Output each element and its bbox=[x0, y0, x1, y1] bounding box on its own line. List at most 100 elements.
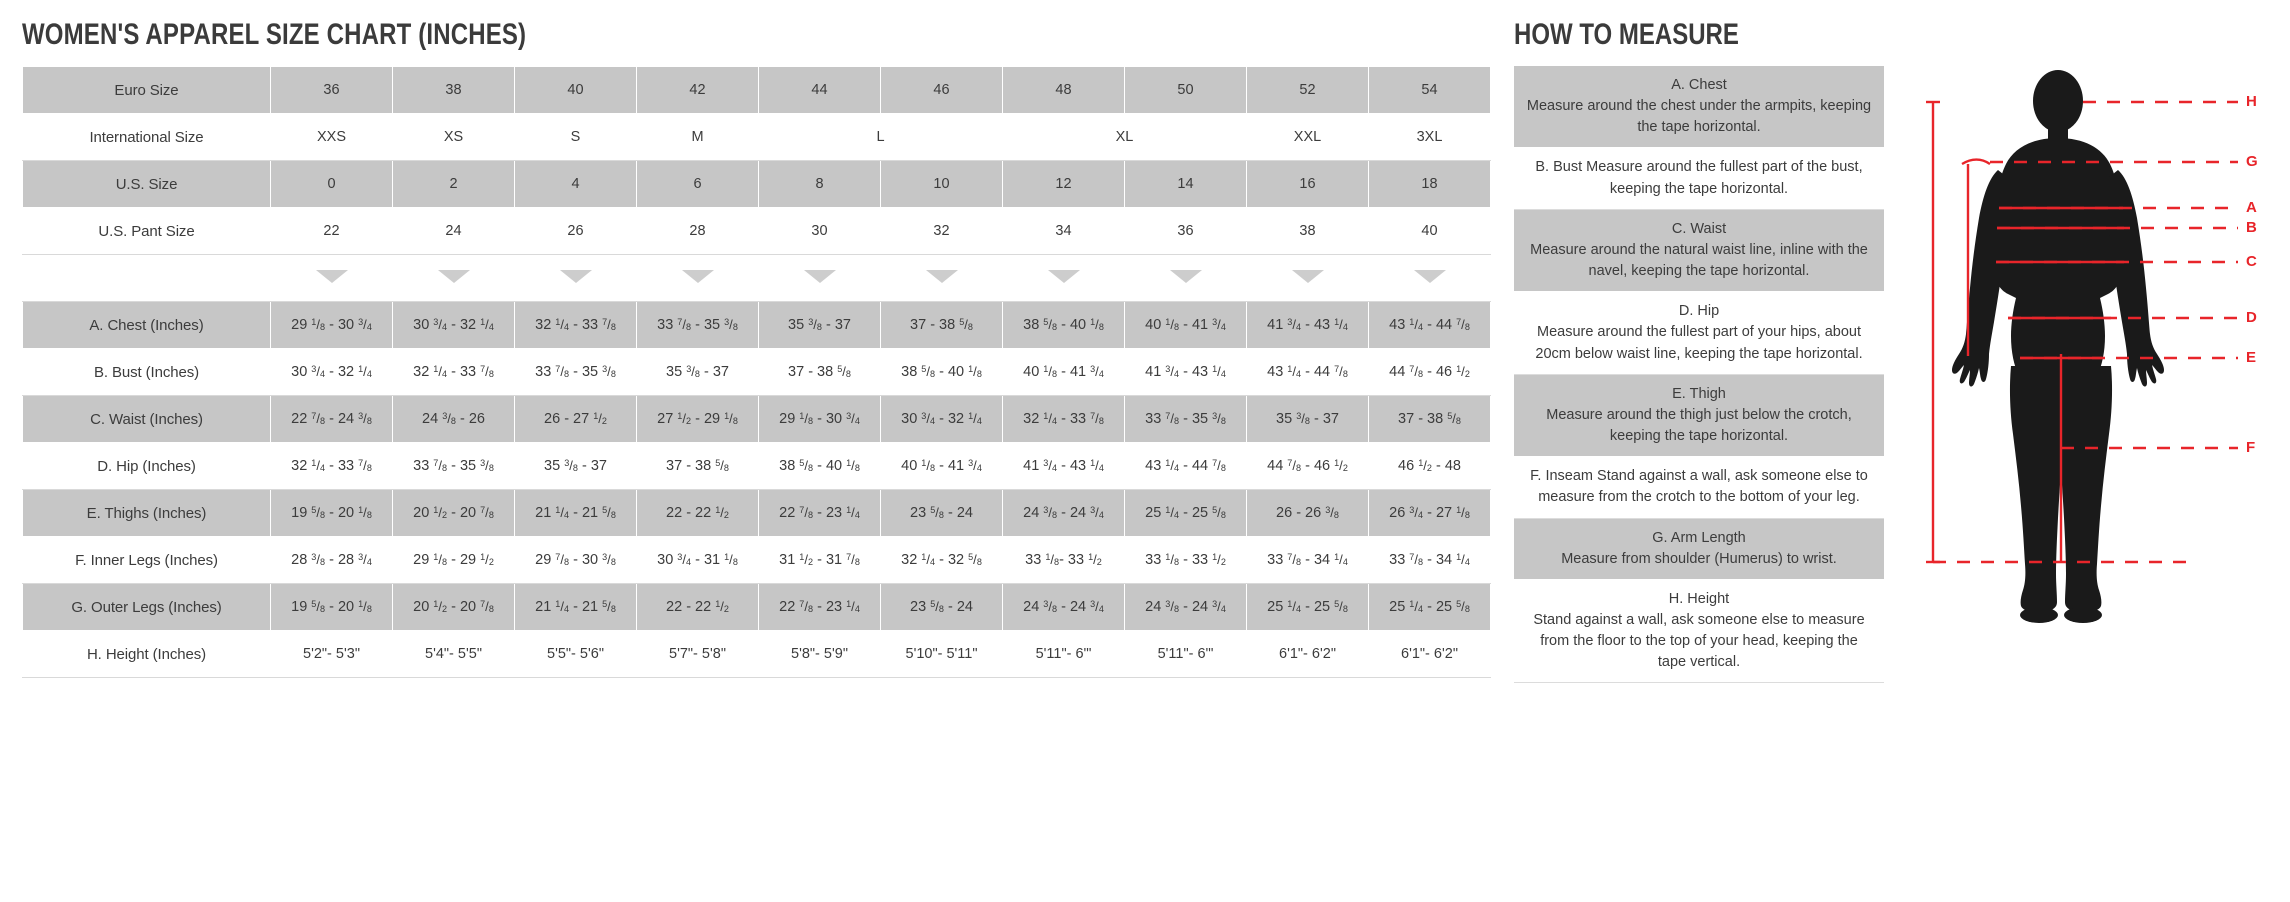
table-cell: 5'2"- 5'3" bbox=[270, 630, 393, 678]
table-cell: 2 bbox=[392, 160, 515, 208]
table-cell: 38 bbox=[392, 66, 515, 114]
chevron-down-icon bbox=[1413, 269, 1446, 283]
table-cell: 21 1/4 - 21 5/8 bbox=[514, 583, 637, 631]
table-row: H. Height (Inches) 5'2"- 5'3" 5'4"- 5'5" 5'… bbox=[22, 630, 1491, 678]
size-marker-triangle bbox=[1368, 254, 1491, 302]
size-marker-triangle bbox=[1124, 254, 1247, 302]
table-cell: 23 5/8 - 24 bbox=[880, 583, 1003, 631]
table-cell: 27 1/2 - 29 1/8 bbox=[636, 395, 759, 443]
table-cell: 37 - 38 5/8 bbox=[1368, 395, 1491, 443]
table-cell: 6'1"- 6'2" bbox=[1368, 630, 1491, 678]
table-cell: 29 1/8 - 30 3/4 bbox=[270, 301, 393, 349]
table-row: F. Inner Legs (Inches) 28 3/8 - 28 3/4 29 … bbox=[22, 536, 1491, 584]
measure-instruction-heading: D. Hip bbox=[1678, 303, 1720, 320]
table-cell: 30 3/4 - 32 1/4 bbox=[392, 301, 515, 349]
how-to-measure-pane: HOW TO MEASURE A. Chest Measure around th… bbox=[1500, 0, 2290, 902]
chevron-down-icon bbox=[1291, 269, 1324, 283]
table-cell: 25 1/4 - 25 5/8 bbox=[1124, 489, 1247, 537]
table-row: B. Bust (Inches) 30 3/4 - 32 1/4 32 1/4 - … bbox=[22, 348, 1491, 396]
row-label bbox=[22, 254, 271, 302]
table-cell: 33 7/8 - 34 1/4 bbox=[1246, 536, 1369, 584]
table-cell: 41 3/4 - 43 1/4 bbox=[1002, 442, 1125, 490]
table-row: International Size XXS XS S M L XL XXL 3XL bbox=[22, 113, 1491, 161]
measure-instruction-text: F. Inseam Stand against a wall, ask some… bbox=[1530, 468, 1868, 506]
table-cell: 19 5/8 - 20 1/8 bbox=[270, 489, 393, 537]
table-cell: 35 3/8 - 37 bbox=[514, 442, 637, 490]
table-cell: 37 - 38 5/8 bbox=[636, 442, 759, 490]
table-cell: 24 3/8 - 24 3/4 bbox=[1002, 489, 1125, 537]
table-row: Euro Size 36 38 40 42 44 46 48 50 52 54 bbox=[22, 66, 1491, 114]
table-cell: 26 - 27 1/2 bbox=[514, 395, 637, 443]
table-cell: XXS bbox=[270, 113, 393, 161]
figure-label-c: C bbox=[2246, 253, 2257, 270]
table-cell: 40 1/8 - 41 3/4 bbox=[1002, 348, 1125, 396]
table-cell: 38 bbox=[1246, 207, 1369, 255]
table-cell: 41 3/4 - 43 1/4 bbox=[1246, 301, 1369, 349]
size-marker-triangle bbox=[636, 254, 759, 302]
table-cell: 10 bbox=[880, 160, 1003, 208]
table-cell: 41 3/4 - 43 1/4 bbox=[1124, 348, 1247, 396]
table-cell: 24 3/8 - 24 3/4 bbox=[1124, 583, 1247, 631]
table-cell: XS bbox=[392, 113, 515, 161]
table-row: A. Chest (Inches) 29 1/8 - 30 3/4 30 3/4 -… bbox=[22, 301, 1491, 349]
table-cell: 32 1/4 - 32 5/8 bbox=[880, 536, 1003, 584]
table-row: U.S. Size 0 2 4 6 8 10 12 14 16 18 bbox=[22, 160, 1491, 208]
measure-instruction-text: Measure around the thigh just below the … bbox=[1546, 406, 1852, 445]
figure-label-a: A bbox=[2246, 199, 2257, 216]
row-label: C. Waist (Inches) bbox=[22, 395, 271, 443]
size-chart-pane: WOMEN'S APPAREL SIZE CHART (INCHES) Euro… bbox=[22, 18, 1491, 678]
how-to-measure-title: HOW TO MEASURE bbox=[1514, 18, 1739, 51]
table-cell: XXL bbox=[1246, 113, 1369, 161]
table-cell: 35 3/8 - 37 bbox=[758, 301, 881, 349]
table-cell: 5'7"- 5'8" bbox=[636, 630, 759, 678]
table-row: D. Hip (Inches) 32 1/4 - 33 7/8 33 7/8 - 3… bbox=[22, 442, 1491, 490]
chevron-down-icon bbox=[803, 269, 836, 283]
table-cell: 36 bbox=[1124, 207, 1247, 255]
table-cell: 32 1/4 - 33 7/8 bbox=[514, 301, 637, 349]
table-cell: 33 7/8 - 34 1/4 bbox=[1368, 536, 1491, 584]
measure-instruction-text: Measure from shoulder (Humerus) to wrist… bbox=[1561, 550, 1837, 567]
table-cell: 22 - 22 1/2 bbox=[636, 583, 759, 631]
chevron-down-icon bbox=[681, 269, 714, 283]
table-cell: 32 bbox=[880, 207, 1003, 255]
size-chart-table: Euro Size 36 38 40 42 44 46 48 50 52 54 Internation… bbox=[22, 66, 1491, 678]
table-cell: 24 3/8 - 26 bbox=[392, 395, 515, 443]
measure-instruction-heading: C. Waist bbox=[1671, 220, 1727, 237]
measure-instruction-list: A. Chest Measure around the chest under t… bbox=[1514, 66, 1884, 684]
row-label: H. Height (Inches) bbox=[22, 630, 271, 678]
size-marker-triangle bbox=[758, 254, 881, 302]
table-cell: 28 3/8 - 28 3/4 bbox=[270, 536, 393, 584]
table-cell: 37 - 38 5/8 bbox=[880, 301, 1003, 349]
table-cell: 3XL bbox=[1368, 113, 1491, 161]
table-cell: 38 5/8 - 40 1/8 bbox=[758, 442, 881, 490]
measure-instruction-text: Measure around the natural waist line, i… bbox=[1530, 241, 1868, 280]
table-cell: 21 1/4 - 21 5/8 bbox=[514, 489, 637, 537]
figure-label-b: B bbox=[2246, 219, 2257, 236]
table-row: U.S. Pant Size 22 24 26 28 30 32 34 36 38 40 bbox=[22, 207, 1491, 255]
table-cell: 36 bbox=[270, 66, 393, 114]
table-cell: 22 bbox=[270, 207, 393, 255]
measure-instruction-text: Measure around the chest under the armpi… bbox=[1526, 98, 1872, 136]
chevron-down-icon bbox=[559, 269, 592, 283]
table-cell: 6 bbox=[636, 160, 759, 208]
table-cell: 40 bbox=[514, 66, 637, 114]
table-cell: 37 - 38 5/8 bbox=[758, 348, 881, 396]
row-label: U.S. Pant Size bbox=[22, 207, 271, 255]
table-cell: 25 1/4 - 25 5/8 bbox=[1368, 583, 1491, 631]
table-cell: 26 3/4 - 27 1/8 bbox=[1368, 489, 1491, 537]
row-label: G. Outer Legs (Inches) bbox=[22, 583, 271, 631]
figure-label-h: H bbox=[2246, 93, 2257, 110]
table-cell: 46 bbox=[880, 66, 1003, 114]
size-marker-triangle bbox=[1246, 254, 1369, 302]
table-cell: 6'1"- 6'2" bbox=[1246, 630, 1369, 678]
table-cell: M bbox=[636, 113, 759, 161]
table-cell: 44 bbox=[758, 66, 881, 114]
size-marker-triangle bbox=[392, 254, 515, 302]
measure-instruction-heading: A. Chest bbox=[1671, 77, 1727, 93]
row-label: International Size bbox=[22, 113, 271, 161]
figure-label-f: F bbox=[2246, 439, 2256, 456]
table-cell: 33 1/8- 33 1/2 bbox=[1002, 536, 1125, 584]
table-cell: 40 bbox=[1368, 207, 1491, 255]
row-label: A. Chest (Inches) bbox=[22, 301, 271, 349]
